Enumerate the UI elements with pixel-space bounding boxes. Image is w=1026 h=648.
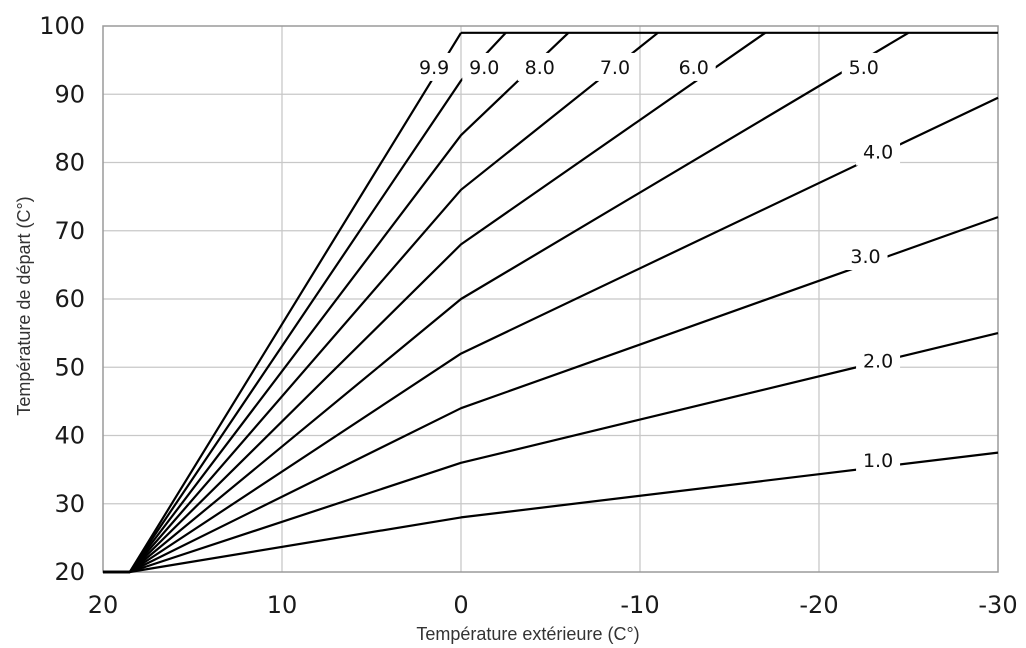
curve-label-background xyxy=(841,52,886,81)
curve-label-background xyxy=(856,346,901,375)
curve-9.9 xyxy=(103,32,462,574)
x-axis-title: Température extérieure (C°) xyxy=(416,624,639,644)
grid xyxy=(103,26,998,572)
x-tick-label: -10 xyxy=(620,591,659,619)
y-tick-label: 90 xyxy=(54,80,85,108)
y-tick-label: 80 xyxy=(54,149,85,177)
y-tick-label: 100 xyxy=(39,12,85,40)
curve-label-background xyxy=(592,52,637,81)
curve-label: 4.0 xyxy=(863,142,893,164)
curve-label: 3.0 xyxy=(850,246,880,268)
curve-label: 9.9 xyxy=(419,57,449,79)
x-tick-label: -30 xyxy=(978,591,1017,619)
curve-4.0 xyxy=(103,96,999,574)
curve-8.0 xyxy=(103,32,570,574)
curve-label-background xyxy=(843,242,888,271)
curve-label: 5.0 xyxy=(849,57,879,79)
x-tick-label: 20 xyxy=(88,591,119,619)
curve-label-background xyxy=(856,137,901,166)
y-tick-label: 50 xyxy=(54,353,85,381)
y-tick-label: 60 xyxy=(54,285,85,313)
curve-label: 7.0 xyxy=(600,57,630,79)
y-axis-title: Température de départ (C°) xyxy=(14,196,34,415)
x-tick-label: 10 xyxy=(267,591,298,619)
curves xyxy=(103,31,999,574)
y-tick-label: 70 xyxy=(54,217,85,245)
curve-label: 2.0 xyxy=(863,350,893,372)
y-tick-label: 40 xyxy=(54,422,85,450)
y-tick-label: 30 xyxy=(54,490,85,518)
curve-6.0 xyxy=(103,31,766,574)
x-axis-ticks: 20 10 0 -10 -20 -30 xyxy=(88,591,1018,619)
y-tick-label: 20 xyxy=(54,558,85,586)
curve-label: 9.0 xyxy=(469,57,499,79)
curve-label-background xyxy=(671,52,716,81)
curve-3.0 xyxy=(103,216,999,574)
curve-label-background xyxy=(462,52,507,81)
curve-9.0 xyxy=(103,32,507,574)
y-axis-ticks: 20 30 40 50 60 70 80 90 100 xyxy=(39,12,85,586)
curve-label-background xyxy=(517,52,562,81)
x-tick-label: -20 xyxy=(799,591,838,619)
curve-labels: 9.9 9.0 8.0 7.0 6.0 5.0 4.0 3.0 2.0 1.0 xyxy=(412,52,901,475)
curve-label: 8.0 xyxy=(525,57,555,79)
curve-label: 1.0 xyxy=(863,450,893,472)
curve-label: 6.0 xyxy=(679,57,709,79)
curve-7.0 xyxy=(103,31,659,574)
curve-label-background xyxy=(856,446,901,475)
curve-5.0 xyxy=(103,31,910,574)
plot-frame xyxy=(102,25,999,573)
x-tick-label: 0 xyxy=(453,591,468,619)
curve-label-background xyxy=(412,52,457,81)
